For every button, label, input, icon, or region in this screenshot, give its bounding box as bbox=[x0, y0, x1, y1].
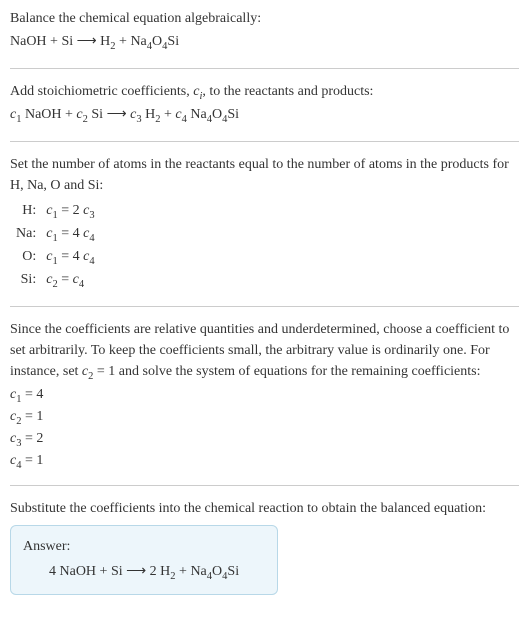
text: Na bbox=[187, 107, 207, 122]
coefficient-value: c4 = 1 bbox=[10, 450, 519, 471]
text: = 1 and solve the system of equations fo… bbox=[93, 364, 480, 379]
solve-text: Since the coefficients are relative quan… bbox=[10, 319, 519, 382]
coefficient-value: c1 = 4 bbox=[10, 384, 519, 405]
text: Si bbox=[227, 107, 239, 122]
eq-text: + Na bbox=[116, 34, 147, 49]
text: = 1 bbox=[21, 453, 43, 468]
text: = 4 bbox=[21, 387, 43, 402]
table-row: H: c1 = 2 c3 bbox=[12, 200, 99, 221]
text: NaOH + bbox=[21, 107, 76, 122]
eq-text: O bbox=[152, 34, 162, 49]
table-row: O: c1 = 4 c4 bbox=[12, 246, 99, 267]
atom-equations-table: H: c1 = 2 c3 Na: c1 = 4 c4 O: c1 = 4 c4 … bbox=[10, 198, 101, 292]
text: + bbox=[160, 107, 175, 122]
element-label: O: bbox=[12, 246, 40, 267]
table-row: Na: c1 = 4 c4 bbox=[12, 223, 99, 244]
element-label: H: bbox=[12, 200, 40, 221]
text: = 2 bbox=[58, 203, 83, 218]
table-row: Si: c2 = c4 bbox=[12, 269, 99, 290]
coefficient-value: c3 = 2 bbox=[10, 428, 519, 449]
eq-text: + Na bbox=[176, 564, 207, 579]
text: O bbox=[212, 107, 222, 122]
atom-balance-text: Set the number of atoms in the reactants… bbox=[10, 154, 519, 196]
section-answer: Substitute the coefficients into the che… bbox=[10, 485, 519, 595]
answer-equation: 4 NaOH + Si ⟶ 2 H2 + Na4O4Si bbox=[23, 561, 265, 582]
intro-text: Balance the chemical equation algebraica… bbox=[10, 8, 519, 29]
eq-text: O bbox=[212, 564, 222, 579]
element-equation: c1 = 2 c3 bbox=[42, 200, 98, 221]
element-equation: c1 = 4 c4 bbox=[42, 246, 98, 267]
sub: 4 bbox=[89, 233, 94, 244]
answer-box: Answer: 4 NaOH + Si ⟶ 2 H2 + Na4O4Si bbox=[10, 525, 278, 595]
sub: 4 bbox=[89, 256, 94, 267]
eq-text: 4 NaOH + Si ⟶ 2 H bbox=[49, 564, 170, 579]
text: = 1 bbox=[21, 409, 43, 424]
element-equation: c1 = 4 c4 bbox=[42, 223, 98, 244]
text: = 4 bbox=[58, 226, 83, 241]
text: = 4 bbox=[58, 249, 83, 264]
eq-text: NaOH + Si ⟶ H bbox=[10, 34, 110, 49]
section-balance-intro: Balance the chemical equation algebraica… bbox=[10, 8, 519, 68]
eq-text: Si bbox=[167, 34, 179, 49]
section-add-coefficients: Add stoichiometric coefficients, ci, to … bbox=[10, 68, 519, 141]
add-coeff-text: Add stoichiometric coefficients, ci, to … bbox=[10, 81, 519, 102]
substitute-text: Substitute the coefficients into the che… bbox=[10, 498, 519, 519]
text: Add stoichiometric coefficients, bbox=[10, 84, 193, 99]
eq-text: Si bbox=[227, 564, 239, 579]
element-label: Na: bbox=[12, 223, 40, 244]
text: Si ⟶ bbox=[88, 107, 130, 122]
element-label: Si: bbox=[12, 269, 40, 290]
coeff-equation: c1 NaOH + c2 Si ⟶ c3 H2 + c4 Na4O4Si bbox=[10, 104, 519, 125]
section-atom-balance: Set the number of atoms in the reactants… bbox=[10, 141, 519, 306]
sub: 3 bbox=[89, 210, 94, 221]
answer-label: Answer: bbox=[23, 536, 265, 557]
text: = 2 bbox=[21, 431, 43, 446]
text: = bbox=[58, 272, 73, 287]
section-solve: Since the coefficients are relative quan… bbox=[10, 306, 519, 485]
coefficient-value: c2 = 1 bbox=[10, 406, 519, 427]
intro-equation: NaOH + Si ⟶ H2 + Na4O4Si bbox=[10, 31, 519, 52]
sub: 4 bbox=[79, 279, 84, 290]
element-equation: c2 = c4 bbox=[42, 269, 98, 290]
text: , to the reactants and products: bbox=[202, 84, 373, 99]
text: H bbox=[142, 107, 156, 122]
